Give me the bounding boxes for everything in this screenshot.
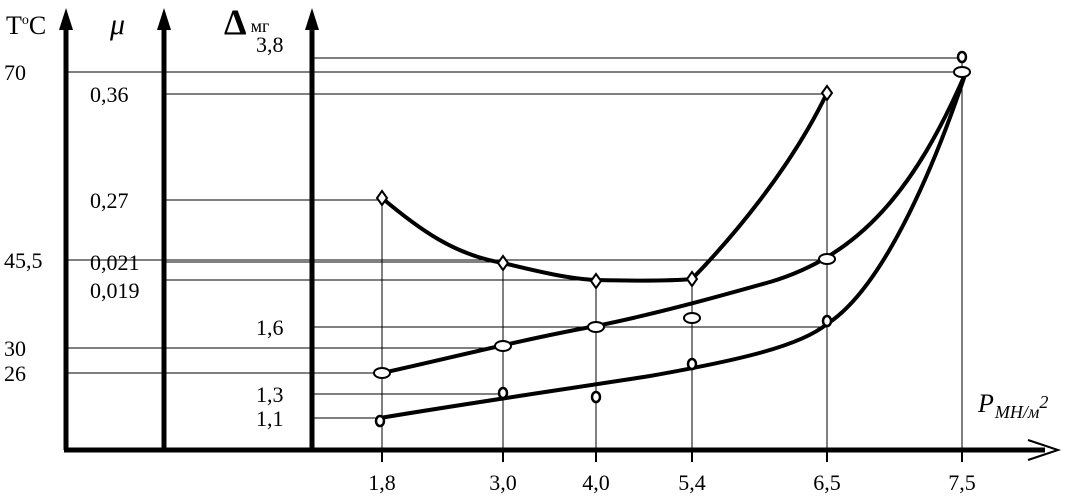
mu-point (589, 272, 603, 290)
mu-axis-title: μ (109, 8, 125, 41)
t-point (953, 66, 971, 78)
delta-point (686, 357, 698, 371)
guide-lines (66, 57, 963, 450)
t-tick-label: 70 (4, 60, 26, 85)
mu-tick-label: 0,27 (90, 188, 129, 213)
mu-point (375, 189, 389, 207)
markers (373, 50, 971, 428)
x-axis-arrow (1027, 439, 1062, 461)
t-point (683, 312, 701, 324)
delta-point (497, 386, 509, 400)
x-tick-label: 5,4 (678, 470, 706, 495)
delta-tick-label: 3,8 (256, 32, 284, 57)
t-tick-label: 30 (4, 336, 26, 361)
mu-axis-arrow (157, 8, 171, 30)
mu-point (685, 270, 699, 288)
t-point (587, 321, 605, 333)
t-point (818, 253, 836, 265)
mu-tick-label: 0,019 (90, 278, 140, 303)
x-tick-label: 1,8 (368, 470, 396, 495)
delta-point (590, 390, 602, 404)
t-point (373, 367, 391, 379)
mu-tick-label: 0,36 (90, 82, 129, 107)
delta-tick-label: 1,6 (256, 315, 284, 340)
series-delta-line (379, 71, 968, 420)
t-tick-label: 26 (4, 361, 26, 386)
curves (379, 71, 968, 420)
t-axis-arrow (59, 8, 73, 30)
delta-point (374, 414, 386, 428)
t-tick-label: 45,5 (4, 248, 43, 273)
delta-tick-label: 1,3 (256, 382, 284, 407)
delta-point (821, 314, 833, 328)
mu-point (496, 254, 510, 272)
x-tick-label: 6,5 (813, 470, 841, 495)
delta-point (956, 50, 968, 64)
t-axis-title: ToC (6, 11, 46, 40)
delta-tick-label: 1,1 (256, 406, 284, 431)
x-tick-label: 3,0 (489, 470, 517, 495)
mu-tick-label: 0,021 (90, 250, 140, 275)
x-tick-label: 4,0 (582, 470, 610, 495)
axes (59, 8, 1062, 461)
series-t-line (381, 71, 968, 375)
series-mu-line (380, 92, 829, 283)
t-point (494, 340, 512, 352)
x-tick-label: 7,5 (948, 470, 976, 495)
x-axis-title: PМН/м2 (977, 389, 1048, 422)
delta-axis-arrow (305, 8, 319, 30)
mu-point (820, 84, 834, 102)
